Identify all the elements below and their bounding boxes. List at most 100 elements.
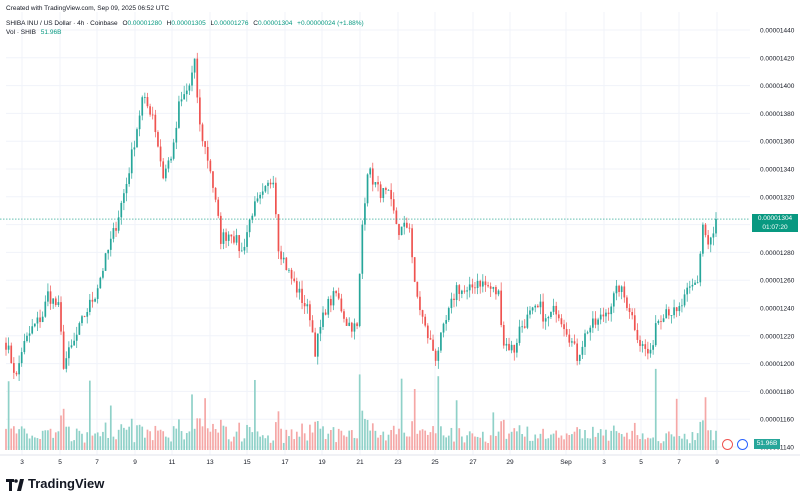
candle-body: [361, 224, 364, 274]
candle-body: [204, 141, 206, 147]
candle-body: [489, 286, 492, 289]
candle-body: [311, 320, 314, 333]
candle-body: [282, 257, 285, 260]
volume-bar: [481, 431, 484, 450]
candle-body: [81, 316, 83, 324]
candle-body: [102, 270, 104, 278]
volume-bar: [138, 424, 141, 450]
candle-body: [369, 168, 372, 175]
tradingview-logo-icon: [6, 478, 24, 491]
candle-body: [699, 253, 702, 283]
candle-body: [47, 291, 49, 302]
volume-bar: [699, 421, 702, 450]
volume-bar: [356, 438, 358, 450]
high-label: H: [166, 20, 172, 27]
volume-bar: [568, 434, 571, 450]
candle-body: [374, 182, 377, 185]
bar-countdown: 01:07:20: [762, 224, 788, 231]
candle-body: [309, 304, 311, 321]
candle-body: [597, 319, 599, 325]
candle-body: [453, 298, 455, 301]
candle-body: [13, 363, 15, 373]
candle-body: [209, 160, 212, 172]
volume-bar: [303, 433, 306, 450]
candle-body: [586, 332, 589, 334]
volume-bar: [405, 436, 408, 450]
volume-bar: [68, 426, 70, 450]
candle-body: [10, 345, 13, 364]
volume-bar: [193, 428, 196, 450]
volume-bar: [264, 438, 267, 450]
candle-body: [424, 316, 427, 326]
volume-bar: [298, 436, 301, 450]
volume-bar: [154, 425, 157, 450]
candle-body: [688, 286, 691, 288]
volume-bar: [474, 436, 476, 450]
volume-bar: [510, 431, 513, 450]
volume-bar: [178, 419, 180, 450]
candle-body: [117, 217, 120, 231]
volume-bar: [199, 418, 201, 450]
candle-body: [647, 348, 649, 354]
candle-body: [626, 297, 628, 309]
volume-bar: [675, 398, 678, 450]
candle-body: [112, 228, 115, 239]
chart-grid: [6, 12, 750, 455]
candle-body: [136, 129, 138, 148]
candle-body: [500, 290, 503, 326]
volume-bar: [83, 442, 86, 450]
volume-bar: [584, 430, 586, 450]
candle-body: [715, 219, 717, 234]
volume-bar: [670, 434, 673, 450]
price-tick-label: 0.00001240: [760, 306, 795, 313]
event-icon[interactable]: [737, 439, 748, 450]
time-tick-label: 5: [639, 459, 643, 466]
candle-body: [164, 168, 167, 179]
volume-bar: [167, 437, 170, 450]
candle-body: [345, 318, 348, 326]
time-tick-label: 9: [133, 459, 137, 466]
candle-body: [421, 310, 424, 317]
volume-bar: [618, 432, 620, 450]
candle-body: [15, 372, 18, 375]
volume-bar: [275, 422, 277, 450]
volume-bar: [466, 435, 468, 450]
volume-bar: [191, 394, 193, 450]
open-value: 0.00001280: [127, 20, 162, 27]
volume-label[interactable]: Vol · SHIB: [6, 29, 36, 36]
candle-body: [471, 284, 474, 288]
volume-bar: [73, 440, 75, 450]
candle-body: [639, 339, 641, 346]
candle-body: [405, 222, 408, 228]
time-tick-label: 25: [431, 459, 439, 466]
volume-bar: [23, 428, 26, 450]
volume-bar: [513, 428, 516, 450]
flag-icon[interactable]: [722, 439, 733, 450]
volume-bar: [447, 435, 450, 450]
volume-bar: [146, 429, 149, 450]
volume-bar: [47, 430, 49, 450]
volume-bar: [39, 438, 41, 450]
candle-body: [41, 316, 44, 323]
candle-body: [377, 182, 379, 185]
volume-bar: [644, 439, 647, 450]
symbol-name[interactable]: SHIBA INU / US Dollar · 4h · Coinbase: [6, 20, 118, 27]
volume-bar: [602, 435, 605, 450]
volume-bar: [49, 428, 52, 450]
candle-body: [474, 287, 476, 289]
volume-bar: [115, 439, 117, 450]
candle-body: [461, 290, 463, 294]
volume-bar: [400, 378, 403, 450]
brand[interactable]: TradingView: [6, 476, 104, 491]
volume-bar: [128, 426, 130, 450]
volume-bar: [628, 439, 631, 450]
volume-bar: [544, 438, 547, 450]
candle-body: [185, 90, 188, 95]
last-price-value: 0.00001304: [757, 215, 793, 222]
volume-bar: [96, 432, 99, 450]
volume-bar: [434, 433, 437, 450]
ohlc-legend: SHIBA INU / US Dollar · 4h · Coinbase O0…: [6, 20, 367, 27]
volume-bar: [479, 437, 482, 450]
time-tick-label: 21: [356, 459, 364, 466]
